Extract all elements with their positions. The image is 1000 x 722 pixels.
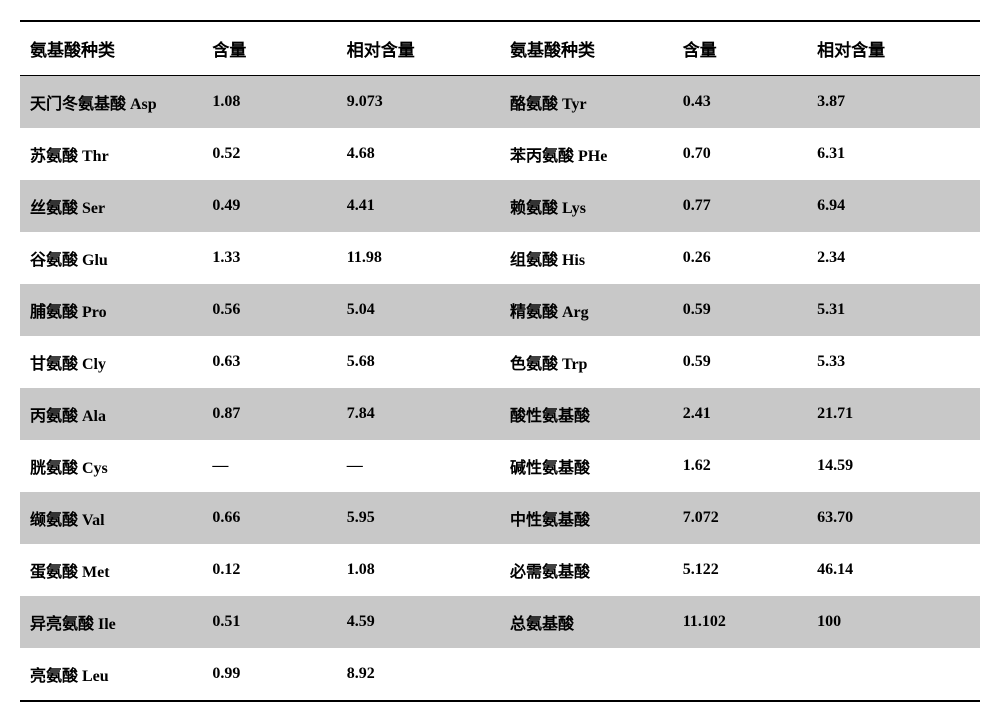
- table-row: 亮氨酸 Leu0.998.92: [20, 648, 980, 700]
- table-cell: 5.95: [337, 492, 500, 544]
- table-cell: 1.08: [337, 544, 500, 596]
- table-cell: 11.102: [673, 596, 807, 648]
- table-cell: 0.77: [673, 180, 807, 232]
- table-cell: 1.62: [673, 440, 807, 492]
- table-cell: 0.51: [202, 596, 336, 648]
- header-cell: 氨基酸种类: [500, 22, 673, 76]
- table-cell: 0.26: [673, 232, 807, 284]
- table-cell: 碱性氨基酸: [500, 440, 673, 492]
- table-cell: 100: [807, 596, 980, 648]
- table-cell: 4.68: [337, 128, 500, 180]
- table-cell: 0.66: [202, 492, 336, 544]
- table-cell: 6.94: [807, 180, 980, 232]
- table-cell: —: [337, 440, 500, 492]
- table-row: 天门冬氨基酸 Asp1.089.073酪氨酸 Tyr0.433.87: [20, 76, 980, 129]
- table-row: 脯氨酸 Pro0.565.04精氨酸 Arg0.595.31: [20, 284, 980, 336]
- table-cell: 2.41: [673, 388, 807, 440]
- header-row: 氨基酸种类 含量 相对含量 氨基酸种类 含量 相对含量: [20, 22, 980, 76]
- table-cell: 天门冬氨基酸 Asp: [20, 76, 202, 129]
- table-cell: 亮氨酸 Leu: [20, 648, 202, 700]
- table-cell: 21.71: [807, 388, 980, 440]
- table-cell: 蛋氨酸 Met: [20, 544, 202, 596]
- table-cell: 苏氨酸 Thr: [20, 128, 202, 180]
- table-cell: 0.12: [202, 544, 336, 596]
- table-cell: 4.59: [337, 596, 500, 648]
- table-cell: 酪氨酸 Tyr: [500, 76, 673, 129]
- table-row: 甘氨酸 Cly0.635.68色氨酸 Trp0.595.33: [20, 336, 980, 388]
- header-cell: 氨基酸种类: [20, 22, 202, 76]
- table-cell: 赖氨酸 Lys: [500, 180, 673, 232]
- table-cell: 6.31: [807, 128, 980, 180]
- table-cell: 63.70: [807, 492, 980, 544]
- table-cell: 5.04: [337, 284, 500, 336]
- table-cell: 0.59: [673, 336, 807, 388]
- amino-acid-table: 氨基酸种类 含量 相对含量 氨基酸种类 含量 相对含量 天门冬氨基酸 Asp1.…: [20, 20, 980, 702]
- data-table: 氨基酸种类 含量 相对含量 氨基酸种类 含量 相对含量 天门冬氨基酸 Asp1.…: [20, 22, 980, 700]
- table-cell: [673, 648, 807, 700]
- table-row: 缬氨酸 Val0.665.95中性氨基酸7.07263.70: [20, 492, 980, 544]
- table-cell: 色氨酸 Trp: [500, 336, 673, 388]
- table-cell: 9.073: [337, 76, 500, 129]
- table-cell: 1.08: [202, 76, 336, 129]
- header-cell: 相对含量: [807, 22, 980, 76]
- table-cell: 1.33: [202, 232, 336, 284]
- table-cell: 46.14: [807, 544, 980, 596]
- table-cell: 缬氨酸 Val: [20, 492, 202, 544]
- table-cell: 中性氨基酸: [500, 492, 673, 544]
- table-cell: 0.49: [202, 180, 336, 232]
- table-cell: 2.34: [807, 232, 980, 284]
- table-cell: 7.84: [337, 388, 500, 440]
- table-cell: 0.63: [202, 336, 336, 388]
- table-cell: 7.072: [673, 492, 807, 544]
- table-cell: 异亮氨酸 Ile: [20, 596, 202, 648]
- table-cell: 谷氨酸 Glu: [20, 232, 202, 284]
- table-cell: 胱氨酸 Cys: [20, 440, 202, 492]
- table-body: 天门冬氨基酸 Asp1.089.073酪氨酸 Tyr0.433.87苏氨酸 Th…: [20, 76, 980, 701]
- header-cell: 相对含量: [337, 22, 500, 76]
- table-cell: 5.122: [673, 544, 807, 596]
- table-row: 谷氨酸 Glu1.3311.98组氨酸 His0.262.34: [20, 232, 980, 284]
- table-cell: 丙氨酸 Ala: [20, 388, 202, 440]
- table-cell: 5.68: [337, 336, 500, 388]
- table-cell: [807, 648, 980, 700]
- header-cell: 含量: [202, 22, 336, 76]
- table-row: 丙氨酸 Ala0.877.84酸性氨基酸2.4121.71: [20, 388, 980, 440]
- table-cell: 脯氨酸 Pro: [20, 284, 202, 336]
- table-cell: 0.59: [673, 284, 807, 336]
- table-cell: 0.52: [202, 128, 336, 180]
- table-cell: 5.33: [807, 336, 980, 388]
- table-cell: 11.98: [337, 232, 500, 284]
- table-cell: 酸性氨基酸: [500, 388, 673, 440]
- table-cell: 总氨基酸: [500, 596, 673, 648]
- table-cell: 4.41: [337, 180, 500, 232]
- table-cell: 组氨酸 His: [500, 232, 673, 284]
- table-cell: 0.43: [673, 76, 807, 129]
- table-cell: 3.87: [807, 76, 980, 129]
- table-cell: 丝氨酸 Ser: [20, 180, 202, 232]
- table-cell: 必需氨基酸: [500, 544, 673, 596]
- table-cell: 0.70: [673, 128, 807, 180]
- table-cell: —: [202, 440, 336, 492]
- table-cell: 14.59: [807, 440, 980, 492]
- table-row: 丝氨酸 Ser0.494.41赖氨酸 Lys0.776.94: [20, 180, 980, 232]
- table-cell: 甘氨酸 Cly: [20, 336, 202, 388]
- table-cell: 8.92: [337, 648, 500, 700]
- header-cell: 含量: [673, 22, 807, 76]
- table-cell: 苯丙氨酸 PHe: [500, 128, 673, 180]
- table-row: 异亮氨酸 Ile0.514.59总氨基酸11.102100: [20, 596, 980, 648]
- table-cell: 0.56: [202, 284, 336, 336]
- table-row: 苏氨酸 Thr0.524.68苯丙氨酸 PHe0.706.31: [20, 128, 980, 180]
- table-cell: 5.31: [807, 284, 980, 336]
- table-cell: [500, 648, 673, 700]
- table-cell: 0.87: [202, 388, 336, 440]
- table-cell: 0.99: [202, 648, 336, 700]
- table-row: 蛋氨酸 Met0.121.08必需氨基酸5.12246.14: [20, 544, 980, 596]
- table-cell: 精氨酸 Arg: [500, 284, 673, 336]
- table-row: 胱氨酸 Cys——碱性氨基酸1.6214.59: [20, 440, 980, 492]
